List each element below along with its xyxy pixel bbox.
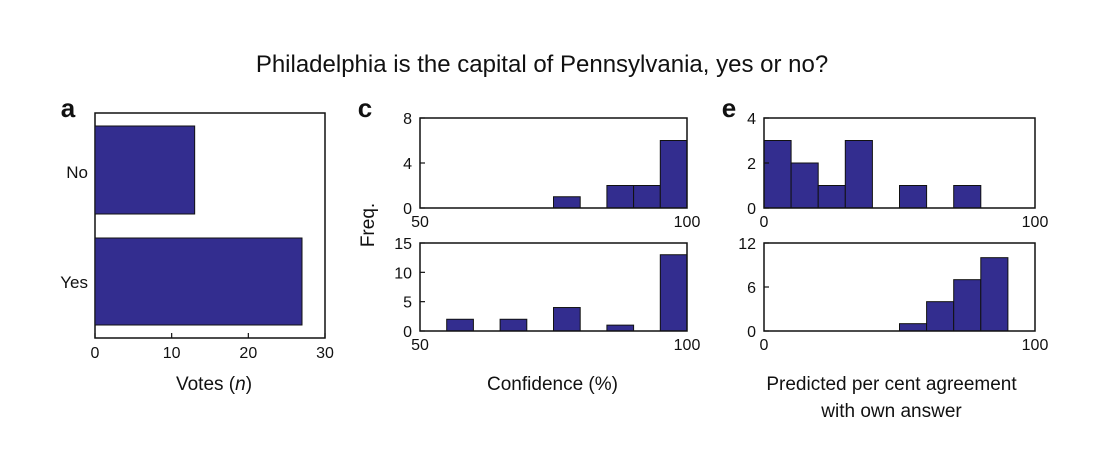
histogram-bar <box>980 257 1009 332</box>
bar-yes <box>94 237 303 326</box>
histogram-bar <box>926 301 955 332</box>
y-tick-label: 4 <box>403 156 412 173</box>
histogram-bar <box>899 185 928 209</box>
histogram-bar <box>899 323 928 332</box>
histogram-bar <box>953 185 982 209</box>
histogram-bar <box>499 318 528 332</box>
x-tick-label: 20 <box>239 345 257 362</box>
x-tick-label: 0 <box>760 214 769 231</box>
x-tick-label: 0 <box>91 345 100 362</box>
histogram-bar <box>633 185 661 209</box>
panel-letter-c: c <box>358 93 372 123</box>
x-axis-label: Votes (n) <box>176 374 252 395</box>
x-tick-label: 100 <box>1022 214 1049 231</box>
histogram-bar <box>953 279 982 332</box>
x-tick-label: 30 <box>316 345 334 362</box>
bar-no <box>94 125 196 215</box>
plot-frame <box>419 242 688 332</box>
figure-title: Philadelphia is the capital of Pennsylva… <box>256 51 828 78</box>
y-tick-label: 12 <box>738 236 756 253</box>
y-tick-label: 0 <box>747 201 756 218</box>
histogram-bar <box>659 254 688 332</box>
x-tick-label: 100 <box>674 337 701 354</box>
y-tick-label: 4 <box>747 111 756 128</box>
panel-letter-a: a <box>61 93 76 123</box>
histogram-bar <box>553 307 581 332</box>
y-tick-label: 15 <box>394 236 412 253</box>
y-tick-label: 0 <box>403 201 412 218</box>
category-label: Yes <box>60 273 88 292</box>
x-tick-label: 50 <box>411 337 429 354</box>
y-tick-label: 0 <box>747 324 756 341</box>
histogram-bar <box>553 196 581 209</box>
panel-c-top: 0 4 8 50 100 Freq. c <box>358 93 701 247</box>
y-tick-label: 5 <box>403 295 412 312</box>
panel-e-bottom: 0 6 12 0 100 Predicted per cent agreement with… <box>738 236 1048 422</box>
x-tick-label: 100 <box>1022 337 1049 354</box>
x-tick-label: 10 <box>163 345 181 362</box>
histogram-bar <box>817 185 846 209</box>
histogram-bar <box>606 185 635 209</box>
x-axis-label: Confidence (%) <box>487 374 618 395</box>
y-tick-label: 10 <box>394 265 412 282</box>
histogram-bar <box>659 140 688 209</box>
x-axis-label: Predicted per cent agreement <box>766 374 1017 395</box>
histogram-bar <box>446 318 474 332</box>
category-label: No <box>66 163 88 182</box>
y-tick-label: 8 <box>403 111 412 128</box>
y-axis-label: Freq. <box>358 203 379 247</box>
y-tick-label: 6 <box>747 280 756 297</box>
panel-letter-e: e <box>722 93 736 123</box>
panel-a: No Yes 0 10 20 30 Votes (n) a <box>60 93 334 395</box>
histogram-bar <box>606 324 635 332</box>
plot-frame <box>94 112 326 339</box>
y-tick-label: 0 <box>403 324 412 341</box>
x-tick-label: 0 <box>760 337 769 354</box>
y-tick-label: 2 <box>747 156 756 173</box>
x-tick-label: 50 <box>411 214 429 231</box>
x-axis-label: with own answer <box>820 401 962 422</box>
histogram-bar <box>763 140 792 209</box>
histogram-bar <box>790 162 819 209</box>
histogram-bar <box>844 140 873 209</box>
x-tick-label: 100 <box>674 214 701 231</box>
panel-e-top: 0 2 4 0 100 e <box>722 93 1049 231</box>
panel-c-bottom: 0 5 10 15 50 100 Confidence (%) <box>394 236 700 395</box>
